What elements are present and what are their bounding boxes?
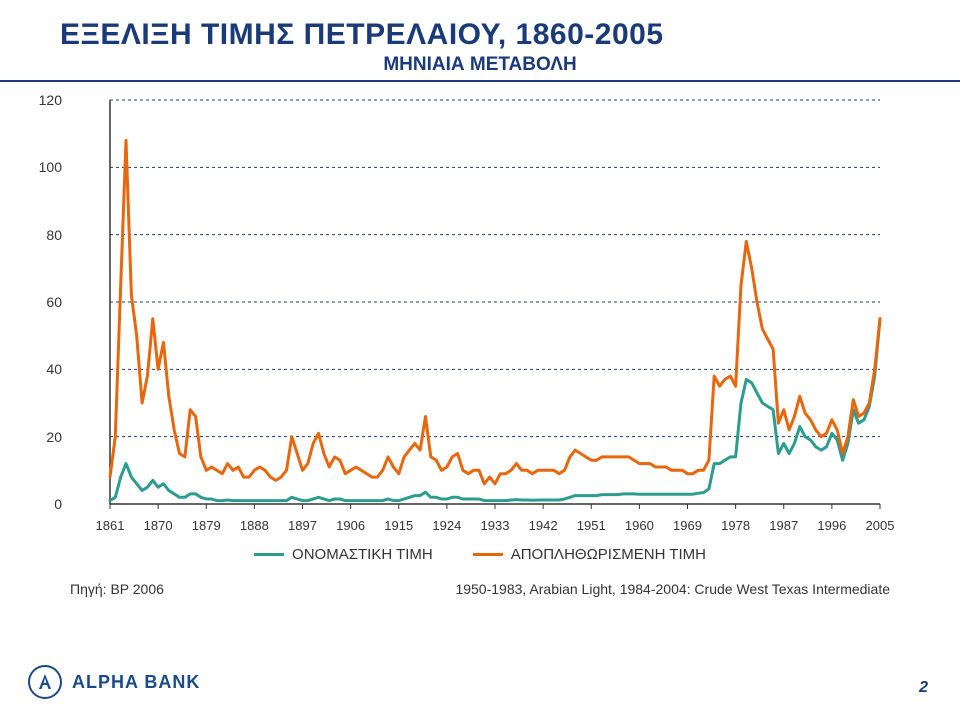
brand-logo: ALPHA BANK	[28, 665, 200, 699]
alpha-logo-icon	[28, 665, 62, 699]
legend: ΟΝΟΜΑΣΤΙΚΗ ΤΙΜΗ ΑΠΟΠΛΗΘΩΡΙΣΜΕΝΗ ΤΙΜΗ	[0, 546, 960, 563]
y-tick-label: 100	[39, 159, 62, 175]
legend-swatch-nominal	[254, 553, 284, 556]
source-row: Πηγή: BP 2006 1950-1983, Arabian Light, …	[70, 581, 890, 597]
x-tick-label: 1870	[144, 518, 173, 533]
y-tick-label: 20	[46, 429, 62, 445]
x-tick-label: 1897	[288, 518, 317, 533]
y-tick-label: 80	[46, 227, 62, 243]
x-tick-label: 1888	[240, 518, 269, 533]
legend-item-deflated: ΑΠΟΠΛΗΘΩΡΙΣΜΕΝΗ ΤΙΜΗ	[473, 546, 706, 563]
chart-area: 0204060801001201861187018791888189719061…	[70, 92, 890, 512]
source-note: 1950-1983, Arabian Light, 1984-2004: Cru…	[455, 581, 890, 597]
legend-item-nominal: ΟΝΟΜΑΣΤΙΚΗ ΤΙΜΗ	[254, 546, 433, 563]
x-tick-label: 1969	[673, 518, 702, 533]
legend-label-nominal: ΟΝΟΜΑΣΤΙΚΗ ΤΙΜΗ	[292, 546, 433, 563]
y-tick-label: 40	[46, 361, 62, 377]
y-tick-label: 120	[39, 92, 62, 108]
chart-svg	[70, 92, 890, 512]
x-tick-label: 1915	[384, 518, 413, 533]
x-tick-label: 1924	[432, 518, 461, 533]
legend-swatch-deflated	[473, 553, 503, 556]
y-tick-label: 0	[54, 496, 62, 512]
page-number: 2	[919, 679, 928, 697]
legend-label-deflated: ΑΠΟΠΛΗΘΩΡΙΣΜΕΝΗ ΤΙΜΗ	[511, 546, 706, 563]
title-block: ΕΞΕΛΙΞΗ ΤΙΜΗΣ ΠΕΤΡΕΛΑΙΟΥ, 1860-2005 ΜΗΝΙ…	[0, 0, 960, 82]
x-tick-label: 1951	[577, 518, 606, 533]
page-title: ΕΞΕΛΙΞΗ ΤΙΜΗΣ ΠΕΤΡΕΛΑΙΟΥ, 1860-2005	[60, 18, 900, 52]
x-tick-label: 1942	[529, 518, 558, 533]
x-tick-label: 1933	[481, 518, 510, 533]
x-tick-label: 1996	[817, 518, 846, 533]
x-tick-label: 1987	[769, 518, 798, 533]
source-label: Πηγή: BP 2006	[70, 581, 164, 597]
x-tick-label: 2005	[866, 518, 895, 533]
x-tick-label: 1960	[625, 518, 654, 533]
x-tick-label: 1861	[96, 518, 125, 533]
x-tick-label: 1906	[336, 518, 365, 533]
page-subtitle: ΜΗΝΙΑΙΑ ΜΕΤΑΒΟΛΗ	[60, 54, 900, 76]
x-tick-label: 1879	[192, 518, 221, 533]
y-tick-label: 60	[46, 294, 62, 310]
brand-name: ALPHA BANK	[72, 672, 200, 693]
x-tick-label: 1978	[721, 518, 750, 533]
